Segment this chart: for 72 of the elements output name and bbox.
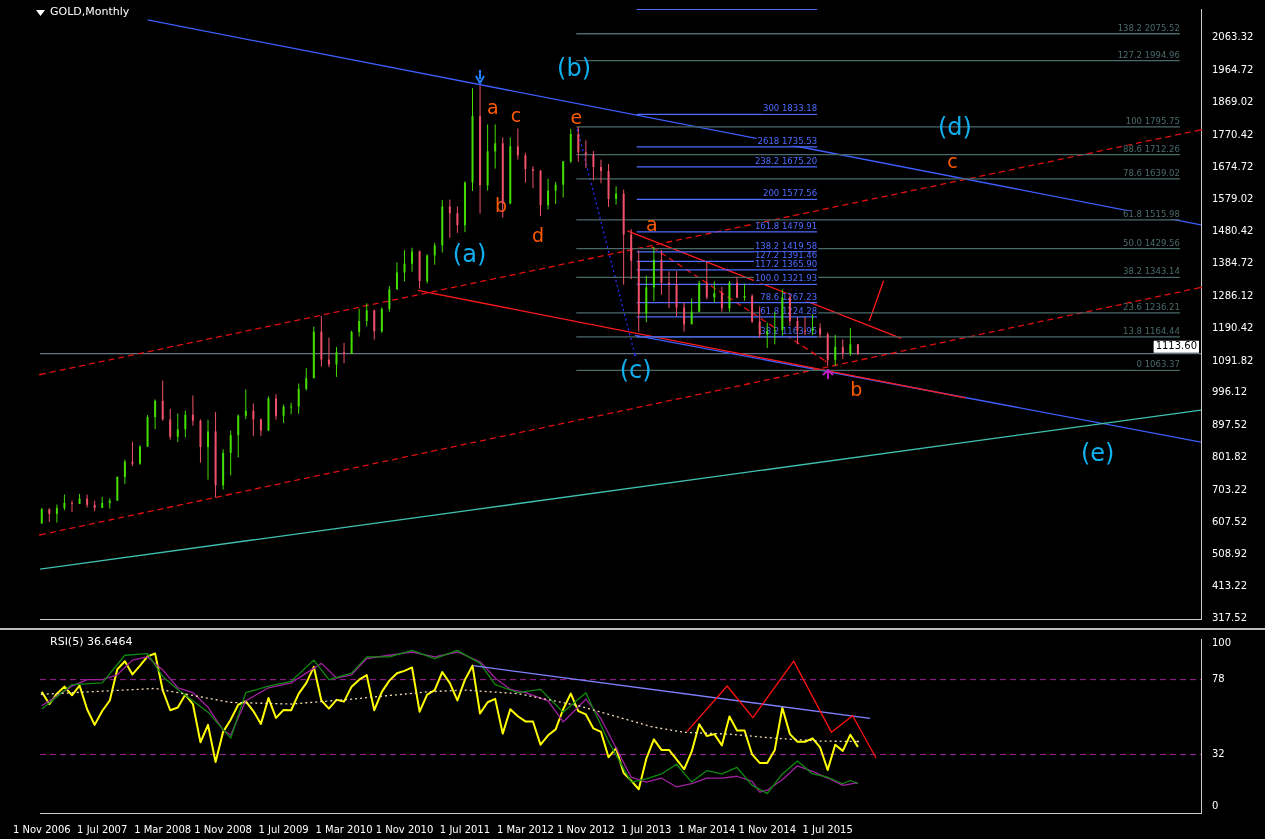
x-tick-label: 1 Mar 2008 [134,823,192,835]
y-tick-label: 1869.02 [1212,96,1254,108]
y-tick-label: 1964.72 [1212,64,1254,76]
series-label: 100 1795.75 [1125,115,1180,126]
series-label: 61.8 1515.98 [1123,208,1180,219]
annotation: c [947,149,958,172]
y-tick-label: 801.82 [1212,451,1247,463]
y-tick-label: 1286.12 [1212,289,1254,301]
y-tick-label: 897.52 [1212,419,1247,431]
chart-title: RSI(5) 36.6464 [48,634,135,649]
series-label: 200 1577.56 [763,188,818,199]
series-label: 138.2 2075.52 [1117,22,1180,33]
annotation: (b) [557,54,592,83]
y-tick-label: 317.52 [1212,612,1247,624]
x-tick-label: 1 Mar 2012 [496,823,554,835]
series-label: 78.6 1639.02 [1123,167,1180,178]
annotation: (c) [619,355,652,384]
annotation: e [570,105,583,128]
y-tick-label: 1384.72 [1212,257,1254,269]
ref-line-label: 1113.60 [1155,340,1197,352]
y-tick-label: 413.22 [1212,580,1247,592]
series-label: 127.2 1994.96 [1117,49,1180,60]
x-tick-label: 1 Mar 2010 [315,823,373,835]
series-label: 23.6 1236.21 [1123,301,1180,312]
y-tick-label: 1091.82 [1212,354,1254,366]
y-tick-label: 1674.72 [1212,160,1254,172]
x-tick-label: 1 Nov 2012 [557,823,615,835]
series-label: 0 1063.37 [1136,359,1180,370]
series-label: 127.2 1391.46 [754,250,818,261]
x-tick-label: 1 Nov 2014 [738,823,797,835]
x-tick-label: 1 Jul 2009 [258,823,309,835]
y-tick-label: 1190.42 [1212,321,1254,333]
y-tick-label: 1579.02 [1212,192,1254,204]
chart-title: GOLD,Monthly [48,4,132,19]
x-tick-label: 1 Nov 2010 [375,823,434,835]
y-tick-label: 2063.32 [1212,31,1254,43]
series-label: 117.2 1365.90 [754,258,818,269]
series-label: 2618 1735.53 [757,135,818,146]
series-label: 138.2 1419.58 [754,240,818,251]
y-tick-label: 508.92 [1212,548,1247,560]
x-tick-label: 1 Nov 2006 [12,823,71,835]
series-label: 13.8 1164.44 [1123,325,1180,336]
series-label: 300 1833.18 [763,103,818,114]
y-tick-label: 100 [1212,637,1232,649]
annotation: a [486,95,499,118]
series-label: 161.8 1479.91 [754,220,818,231]
y-tick-label: 996.12 [1212,386,1247,398]
annotation: (e) [1080,438,1115,467]
x-tick-label: 1 Mar 2014 [678,823,736,835]
annotation: d [532,224,545,247]
series-label: 88.6 1712.26 [1123,143,1180,154]
series-label: 50.0 1429.56 [1123,237,1180,248]
y-tick-label: 1770.42 [1212,128,1254,140]
x-tick-label: 1 Nov 2008 [194,823,252,835]
annotation: b [850,377,863,400]
x-tick-label: 1 Jul 2013 [621,823,672,835]
y-tick-label: 1480.42 [1212,225,1254,237]
y-tick-label: 703.22 [1212,483,1247,495]
annotation: c [510,103,522,126]
x-tick-label: 1 Jul 2011 [439,823,491,835]
y-tick-label: 607.52 [1212,515,1247,527]
annotation: (d) [937,113,972,142]
series-label: 38.2 1343.14 [1123,266,1180,277]
y-tick-label: 0 [1212,800,1219,812]
series-label: 100.0 1321.93 [754,273,818,284]
y-tick-label: 78 [1212,673,1225,685]
annotation: (a) [452,240,487,269]
y-tick-label: 32 [1212,748,1225,760]
series-label: 238.2 1675.20 [754,155,818,166]
x-tick-label: 1 Jul 2007 [77,823,128,835]
x-tick-label: 1 Jul 2015 [802,823,853,835]
annotation: a [646,213,658,236]
